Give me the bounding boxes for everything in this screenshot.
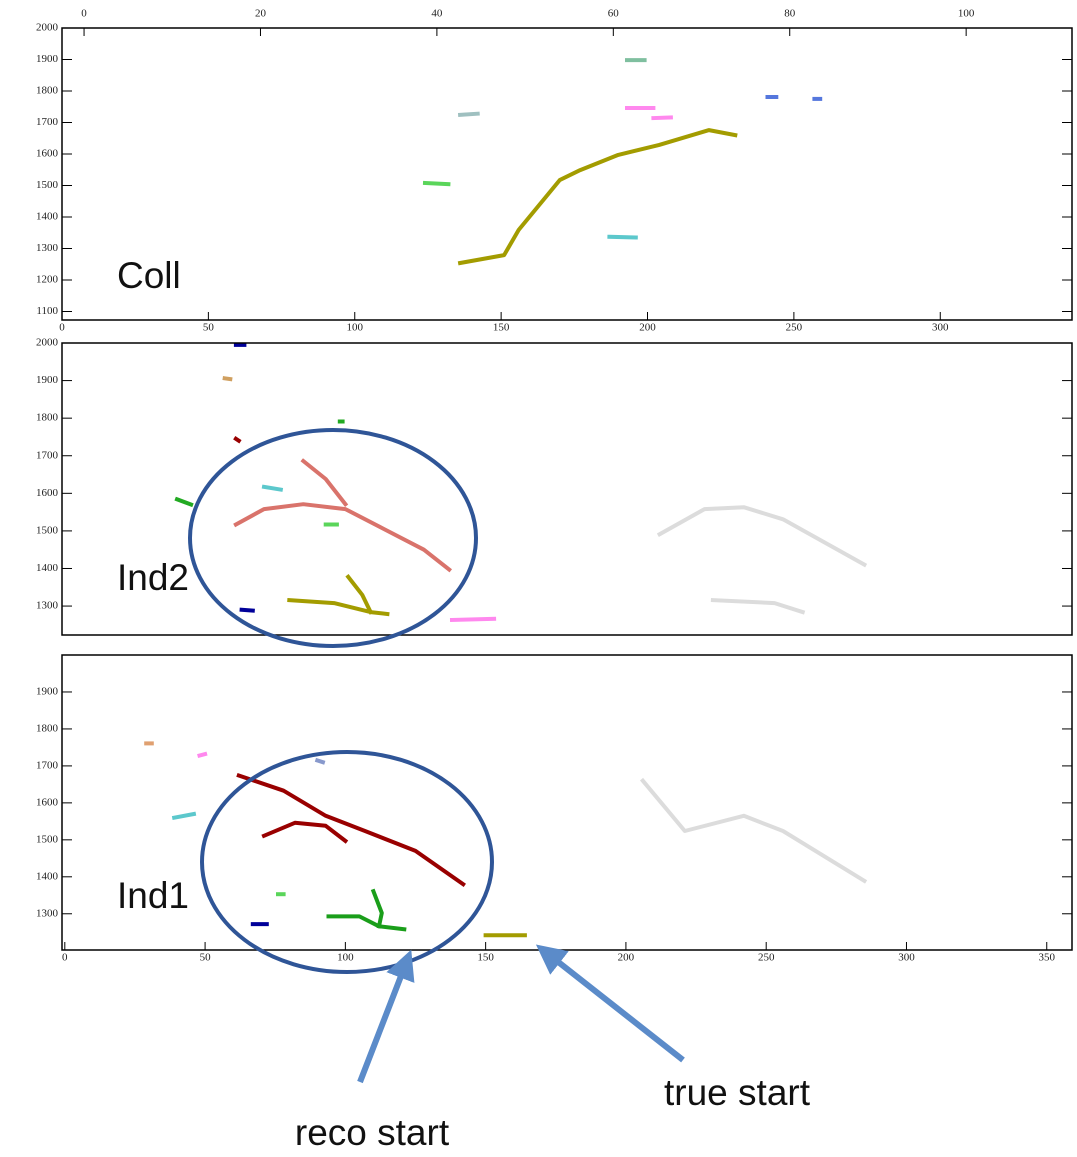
y-tick-label: 1300	[36, 600, 59, 612]
x2-tick-label: 100	[958, 8, 975, 20]
y-tick-label: 1700	[36, 759, 59, 771]
x2-tick-label: 80	[784, 8, 796, 20]
plane-label: Coll	[117, 255, 181, 296]
y-tick-label: 1800	[36, 412, 59, 424]
hit-track	[261, 820, 349, 844]
y-tick-label: 1200	[36, 274, 59, 286]
x-tick-label: 50	[200, 952, 212, 964]
hit-track	[326, 914, 407, 932]
x-tick-label: 300	[898, 952, 915, 964]
hit-track	[345, 573, 374, 615]
y-tick-label: 1300	[36, 242, 59, 254]
hit-track	[449, 616, 497, 623]
x-tick-label: 350	[1039, 952, 1056, 964]
y-tick-label: 1500	[36, 833, 59, 845]
hit-track	[239, 607, 255, 613]
annotation: reco start	[295, 1112, 450, 1152]
x-tick-label: 150	[493, 322, 510, 334]
hit-track	[233, 436, 242, 444]
x-tick-label: 300	[932, 322, 949, 334]
x-tick-label: 200	[639, 322, 656, 334]
y-tick-label: 2000	[36, 337, 59, 349]
hit-track	[222, 376, 233, 382]
x-tick-label: 0	[59, 322, 65, 334]
y-tick-label: 1800	[36, 722, 59, 734]
hit-track	[174, 496, 194, 508]
hit-track	[261, 484, 284, 492]
y-tick-label: 1500	[36, 179, 59, 191]
hit-track	[236, 772, 466, 887]
hit-track	[370, 888, 384, 929]
hit-track	[171, 811, 197, 821]
y-tick-label: 1400	[36, 211, 59, 223]
x-tick-label: 100	[337, 952, 354, 964]
y-tick-label: 1900	[36, 685, 59, 697]
y-tick-label: 1400	[36, 562, 59, 574]
x-tick-label: 250	[758, 952, 775, 964]
y-tick-label: 1900	[36, 53, 59, 65]
y-tick-label: 1400	[36, 870, 59, 882]
hit-track	[300, 458, 349, 508]
x-tick-label: 50	[203, 322, 215, 334]
arrow	[357, 949, 415, 1084]
y-tick-label: 1100	[36, 305, 58, 317]
hit-track	[607, 234, 638, 240]
x-tick-label: 100	[347, 322, 364, 334]
hit-track	[287, 597, 390, 617]
plane-label: Ind1	[117, 875, 189, 916]
y-tick-label: 1800	[36, 85, 59, 97]
plot-frame	[61, 27, 1073, 321]
plots: 1100120013001400150016001700180019002000…	[36, 8, 1073, 964]
hit-track	[639, 777, 868, 884]
y-tick-label: 1700	[36, 449, 59, 461]
highlight-ellipse	[188, 428, 478, 648]
x2-tick-label: 0	[81, 8, 87, 20]
y-tick-label: 1900	[36, 374, 59, 386]
hit-track	[710, 598, 806, 615]
hit-track	[457, 128, 738, 266]
y-tick-label: 1600	[36, 487, 59, 499]
y-tick-label: 1700	[36, 116, 59, 128]
arrow	[535, 944, 685, 1063]
hit-track	[197, 751, 208, 759]
x-tick-label: 200	[618, 952, 635, 964]
hit-track	[314, 757, 326, 765]
y-tick-label: 1600	[36, 148, 59, 160]
y-tick-label: 1300	[36, 907, 59, 919]
y-tick-label: 2000	[36, 22, 59, 34]
plane-label: Ind2	[117, 557, 189, 598]
plot-frame	[61, 342, 1073, 636]
x-tick-label: 250	[786, 322, 803, 334]
hit-track	[422, 180, 451, 187]
highlight-ellipse	[200, 750, 494, 974]
x2-tick-label: 60	[608, 8, 620, 20]
hit-track	[651, 115, 673, 121]
x2-tick-label: 40	[431, 8, 443, 20]
y-tick-label: 1600	[36, 796, 59, 808]
x-tick-label: 0	[62, 952, 68, 964]
hit-track	[457, 111, 480, 118]
hit-track	[233, 502, 453, 573]
hit-track	[656, 505, 868, 568]
x2-tick-label: 20	[255, 8, 267, 20]
x-tick-label: 150	[477, 952, 494, 964]
annotation: true start	[664, 1072, 811, 1113]
y-tick-label: 1500	[36, 524, 59, 536]
